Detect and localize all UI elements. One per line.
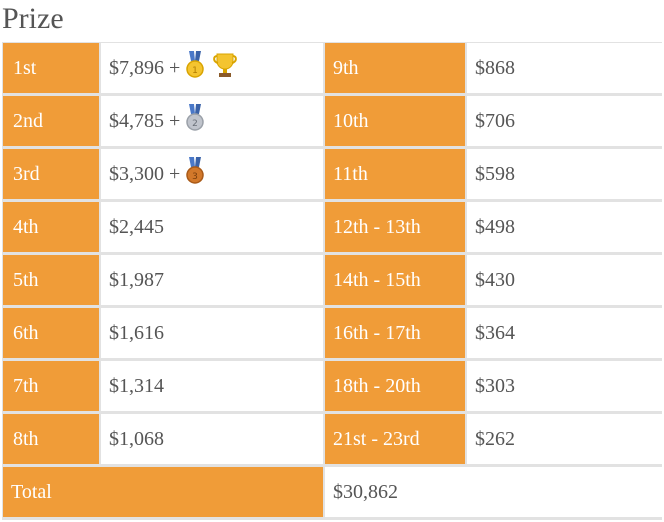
- amount-cell: $4,785 + 2: [101, 96, 323, 146]
- amount-cell: $1,987: [101, 255, 323, 305]
- svg-text:2: 2: [192, 119, 198, 129]
- page-title: Prize: [2, 2, 64, 35]
- place-cell: 14th - 15th: [325, 255, 465, 305]
- amount-cell: $868: [467, 43, 663, 93]
- place-cell: 8th: [3, 414, 99, 464]
- plus-sign: +: [169, 56, 181, 79]
- gold-medal-icon: 1: [185, 51, 205, 85]
- total-amount: $30,862: [325, 467, 663, 517]
- amount-cell: $3,300 + 3: [101, 149, 323, 199]
- place-cell: 4th: [3, 202, 99, 252]
- amount-cell: $1,068: [101, 414, 323, 464]
- place-cell: 2nd: [3, 96, 99, 146]
- amount-value: $7,896: [109, 56, 164, 79]
- trophy-icon: [211, 51, 239, 85]
- amount-cell: $498: [467, 202, 663, 252]
- amount-cell: $262: [467, 414, 663, 464]
- prize-table: 1st $7,896 + 1 9th $868 2nd $4,785 +: [2, 42, 663, 520]
- place-cell: 6th: [3, 308, 99, 358]
- amount-value: $4,785: [109, 109, 164, 132]
- place-cell: 18th - 20th: [325, 361, 465, 411]
- amount-cell: $303: [467, 361, 663, 411]
- bronze-medal-icon: 3: [185, 157, 205, 191]
- amount-value: $3,300: [109, 162, 164, 185]
- place-cell: 1st: [3, 43, 99, 93]
- place-cell: 5th: [3, 255, 99, 305]
- plus-sign: +: [169, 162, 181, 185]
- amount-cell: $598: [467, 149, 663, 199]
- place-cell: 10th: [325, 96, 465, 146]
- amount-cell: $7,896 + 1: [101, 43, 323, 93]
- amount-cell: $2,445: [101, 202, 323, 252]
- place-cell: 12th - 13th: [325, 202, 465, 252]
- place-cell: 9th: [325, 43, 465, 93]
- svg-text:1: 1: [192, 66, 198, 76]
- amount-cell: $430: [467, 255, 663, 305]
- place-cell: 16th - 17th: [325, 308, 465, 358]
- total-label: Total: [3, 467, 323, 517]
- place-cell: 7th: [3, 361, 99, 411]
- silver-medal-icon: 2: [185, 104, 205, 138]
- place-cell: 11th: [325, 149, 465, 199]
- place-cell: 3rd: [3, 149, 99, 199]
- plus-sign: +: [169, 109, 181, 132]
- amount-cell: $1,616: [101, 308, 323, 358]
- amount-cell: $364: [467, 308, 663, 358]
- amount-cell: $706: [467, 96, 663, 146]
- amount-cell: $1,314: [101, 361, 323, 411]
- svg-text:3: 3: [192, 172, 198, 182]
- place-cell: 21st - 23rd: [325, 414, 465, 464]
